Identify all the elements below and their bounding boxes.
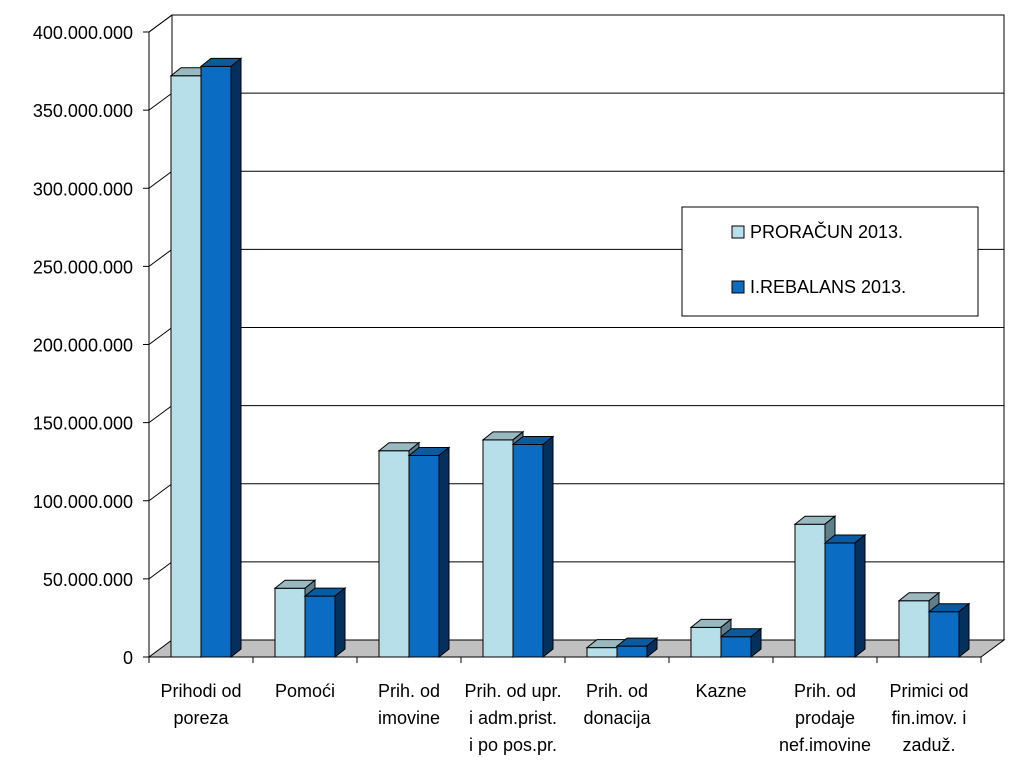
x-tick-label-line: Kazne (695, 681, 746, 701)
bar-front (378, 450, 410, 658)
x-tick-label-line: Pomoći (275, 681, 335, 701)
gridline-wall (148, 327, 173, 345)
x-tick-label-line: poreza (173, 708, 229, 728)
x-tick-label: Prih. od prodaje nef.imovine (779, 681, 871, 755)
x-tick-label-line: nef.imovine (779, 735, 871, 755)
x-tick-label: Primici od fin.imov. i zaduž. (889, 681, 968, 755)
x-tick-label-line: Prih. od (794, 681, 856, 701)
legend-swatch-series-1 (731, 225, 745, 239)
x-tick-label-line: Prih. od (586, 681, 648, 701)
bar-front (616, 645, 648, 658)
bar-2-1 (199, 57, 243, 659)
x-tick-label-line: prodaje (795, 708, 855, 728)
x-tick-label: Prih. od imovine (378, 681, 440, 728)
bar-front (482, 439, 514, 658)
x-tick-label: Prih. od donacija (583, 681, 651, 728)
bar-front (794, 523, 826, 658)
bar-side (958, 602, 970, 659)
gridline-wall (148, 483, 173, 502)
x-tick-label: Kazne (695, 681, 746, 701)
bar-front (170, 75, 202, 658)
x-tick-label-line: Prihodi od (160, 681, 241, 701)
x-tick-label: Prih. od upr. i adm.prist. i po pos.pr. (464, 681, 561, 755)
bar-front (690, 626, 722, 658)
legend-label-series-1: PRORAČUN 2013. (750, 221, 903, 242)
y-tick-label: 400.000.000 (33, 23, 133, 43)
y-tick-label: 350.000.000 (33, 101, 133, 121)
bar-1-6 (689, 618, 733, 659)
bar-2-2 (303, 587, 347, 659)
bar-side (854, 533, 866, 659)
bar-side (438, 446, 450, 659)
y-tick-label: 150.000.000 (33, 414, 133, 434)
bar-side (334, 587, 346, 659)
x-tick-label-line: Primici od (889, 681, 968, 701)
bar-front (928, 611, 960, 658)
bar-front (408, 454, 440, 658)
x-tick-label: Pomoći (275, 681, 335, 701)
bar-2-7 (823, 533, 867, 659)
bar-front (304, 595, 336, 658)
bar-front (586, 647, 618, 658)
bar-front (274, 587, 306, 658)
x-tick-label-line: i adm.prist. (469, 708, 557, 728)
x-tick-label-line: donacija (583, 708, 651, 728)
bar-front (200, 65, 232, 658)
legend-swatch-series-2 (731, 280, 745, 294)
bar-front (720, 636, 752, 658)
bar-front (512, 444, 544, 658)
gridline-wall (148, 248, 173, 267)
bar-side (230, 57, 242, 659)
y-tick-label: 0 (123, 648, 133, 668)
bar-side (750, 627, 762, 659)
bar-front (898, 600, 930, 658)
gridline-wall (148, 405, 173, 424)
x-tick-label-line: i po pos.pr. (469, 735, 557, 755)
y-tick-label: 50.000.000 (43, 570, 133, 590)
x-tick-label-line: imovine (378, 708, 440, 728)
bar-2-6 (719, 627, 763, 659)
bar-front (824, 542, 856, 658)
x-tick-label-line: fin.imov. i (892, 708, 967, 728)
legend: PRORAČUN 2013. I.REBALANS 2013. (681, 206, 979, 317)
y-tick-label: 300.000.000 (33, 179, 133, 199)
y-tick-label: 200.000.000 (33, 336, 133, 356)
y-tick-label: 250.000.000 (33, 257, 133, 277)
gridline-wall (148, 92, 173, 111)
bar-2-3 (407, 446, 451, 659)
x-tick-label: Prihodi od poreza (160, 681, 241, 728)
bar-1-7 (793, 515, 837, 659)
bar-2-8 (927, 602, 971, 659)
x-tick-label-line: Prih. od upr. (464, 681, 561, 701)
y-tick-labels: 0 50.000.000 100.000.000 150.000.000 200.000… (33, 23, 133, 668)
x-tick-label-line: Prih. od (378, 681, 440, 701)
bar-2-4 (511, 435, 555, 659)
bar-side (646, 637, 658, 659)
bars (169, 57, 971, 659)
gridline-wall (148, 561, 173, 580)
gridline-wall (148, 170, 173, 189)
bar-2-5 (615, 637, 659, 659)
y-axis (143, 31, 150, 658)
gridline-wall (148, 14, 173, 33)
bar-side (542, 435, 554, 659)
x-axis (148, 656, 982, 663)
y-tick-label: 100.000.000 (33, 492, 133, 512)
legend-label-series-2: I.REBALANS 2013. (750, 277, 906, 297)
x-tick-label-line: zaduž. (902, 735, 955, 755)
legend-box (681, 206, 979, 317)
